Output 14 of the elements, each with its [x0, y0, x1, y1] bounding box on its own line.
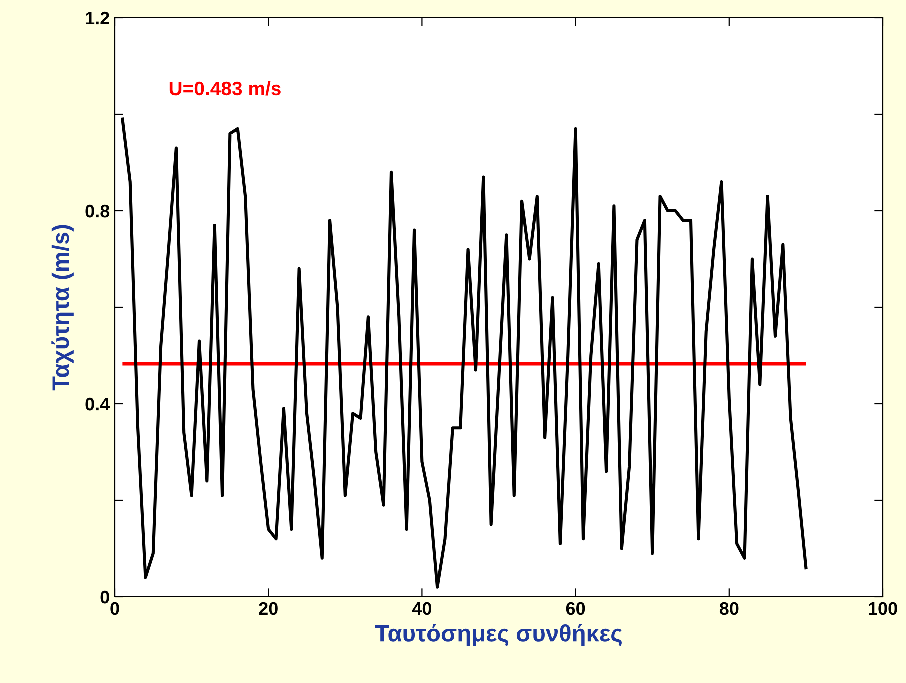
- x-axis-title: Ταυτόσημες συνθήκες: [375, 624, 622, 647]
- x-tick-label: 20: [259, 602, 278, 616]
- y-tick-label: 0.8: [86, 204, 110, 218]
- x-tick-label: 60: [566, 602, 586, 616]
- ref-line-label: U=0.483 m/s: [170, 81, 281, 96]
- y-axis-title: Ταχύτητα (m/s): [52, 225, 74, 391]
- x-tick-label: 0: [110, 602, 120, 616]
- line-series: [121, 118, 808, 589]
- y-tick-label: 0.4: [86, 398, 110, 411]
- x-tick-label: 100: [869, 602, 898, 616]
- y-tick-label: 0: [100, 590, 110, 604]
- y-tick-label: 1.2: [86, 12, 110, 25]
- x-tick-label: 40: [412, 602, 432, 616]
- x-tick-label: 80: [720, 602, 739, 616]
